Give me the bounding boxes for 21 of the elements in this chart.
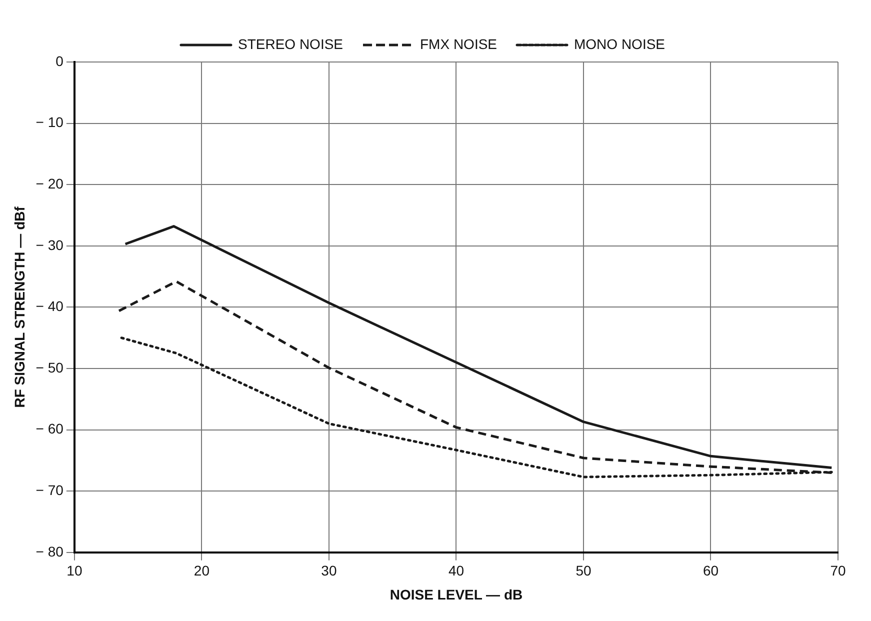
x-tick-label: 50 [576, 562, 592, 579]
y-tick-label: − 10 [36, 114, 64, 130]
y-tick-label: − 50 [36, 359, 64, 376]
y-tick-label: 0 [56, 52, 64, 69]
x-tick-label: 10 [66, 562, 82, 579]
y-tick-label: − 60 [36, 420, 64, 437]
y-tick-label: − 40 [36, 298, 64, 314]
y-axis-title: RF SIGNAL STRENGTH — dBf [11, 206, 28, 408]
x-tick-label: 70 [830, 562, 846, 579]
x-axis-title: NOISE LEVEL — dB [390, 586, 523, 602]
x-tick-label: 60 [702, 562, 719, 579]
x-tick-label: 30 [321, 562, 337, 579]
legend-label: MONO NOISE [574, 36, 666, 52]
y-tick-label: − 70 [36, 482, 64, 498]
y-tick-label: − 20 [36, 175, 64, 192]
y-tick-label: − 80 [36, 543, 64, 560]
legend-label: STEREO NOISE [238, 36, 344, 52]
y-tick-label: − 30 [36, 236, 64, 253]
x-tick-label: 40 [448, 562, 464, 579]
legend-label: FMX NOISE [420, 36, 498, 52]
x-tick-label: 20 [194, 562, 210, 579]
